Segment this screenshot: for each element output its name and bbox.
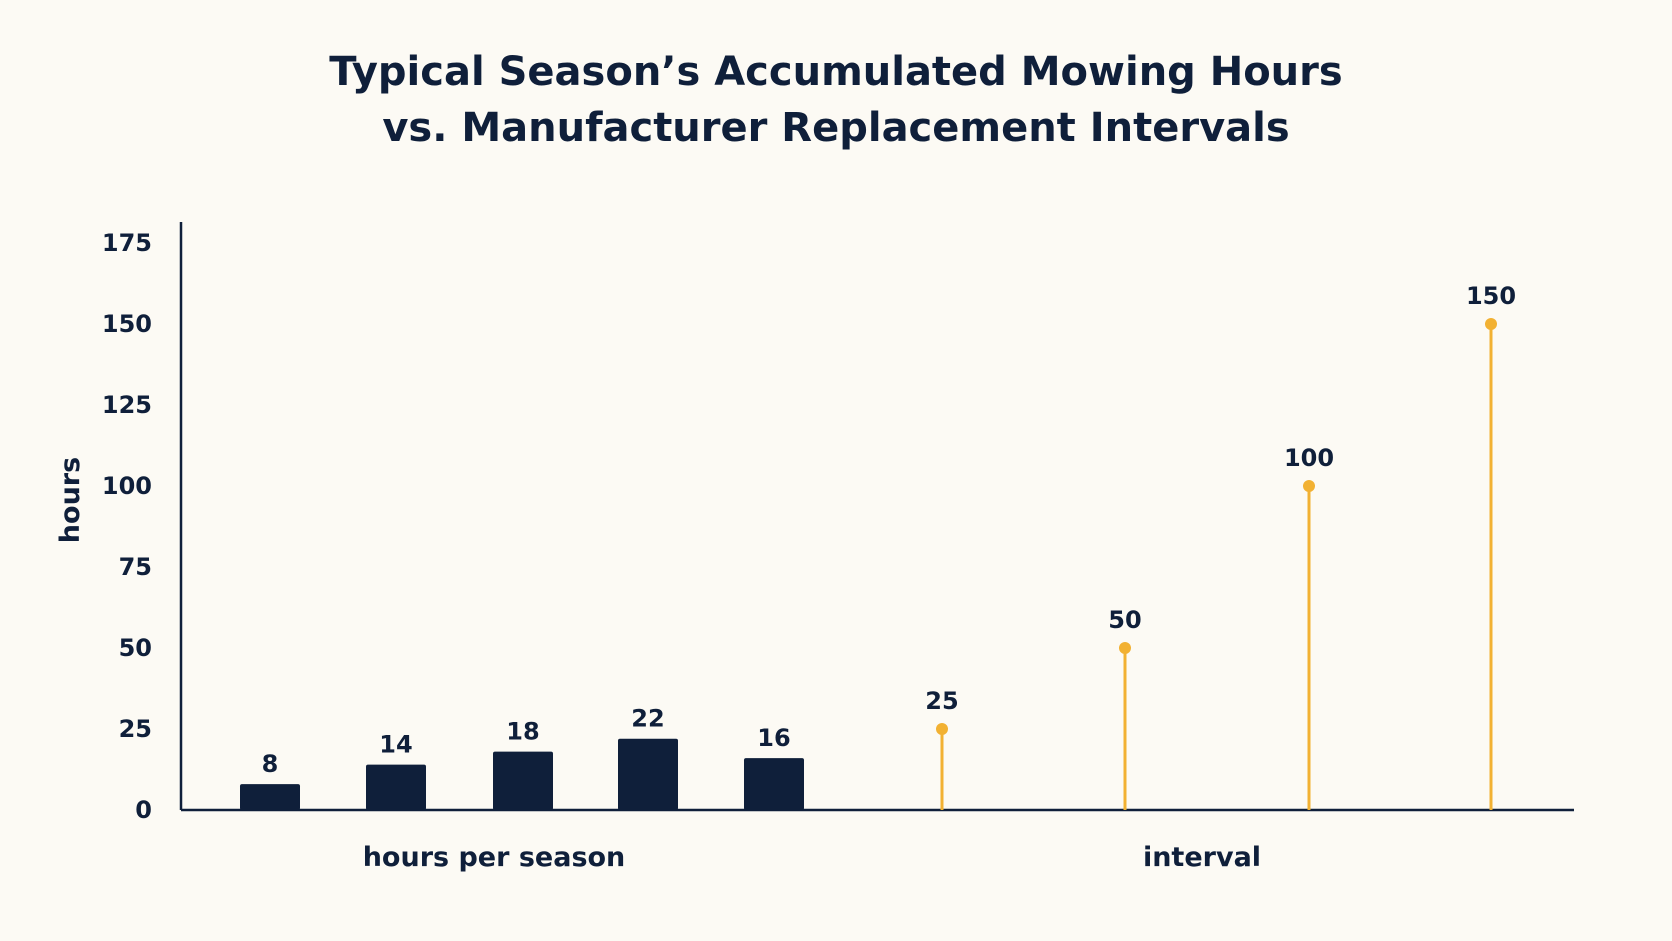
interval-point <box>936 723 948 735</box>
bar-value-label: 22 <box>631 705 664 733</box>
x-group-label: interval <box>1143 842 1261 873</box>
y-tick-label: 100 <box>102 472 152 500</box>
interval-point <box>1303 480 1315 492</box>
bar <box>240 784 300 810</box>
y-axis-title: hours <box>55 457 86 543</box>
interval-point <box>1119 642 1131 654</box>
y-tick-label: 50 <box>119 634 152 662</box>
chart-title: Typical Season’s Accumulated Mowing Hour… <box>0 44 1672 156</box>
interval-value-label: 25 <box>925 687 958 715</box>
y-tick-label: 150 <box>102 310 152 338</box>
bar-value-label: 16 <box>757 724 790 752</box>
y-tick-label: 75 <box>119 553 152 581</box>
y-tick-label: 125 <box>102 391 152 419</box>
y-tick-label: 175 <box>102 229 152 257</box>
bar <box>493 751 553 810</box>
bar <box>366 764 426 810</box>
chart-title-line-1: Typical Season’s Accumulated Mowing Hour… <box>329 49 1343 95</box>
interval-value-label: 50 <box>1108 606 1141 634</box>
bar-value-label: 8 <box>262 750 279 778</box>
chart-title-line-2: vs. Manufacturer Replacement Intervals <box>382 105 1290 151</box>
bar-value-label: 14 <box>379 731 412 759</box>
bar <box>618 738 678 810</box>
bar-value-label: 18 <box>506 718 539 746</box>
interval-value-label: 100 <box>1284 444 1334 472</box>
interval-value-label: 150 <box>1466 282 1516 310</box>
y-tick-label: 0 <box>135 796 152 824</box>
interval-point <box>1485 318 1497 330</box>
y-tick-label: 25 <box>119 715 152 743</box>
x-group-label: hours per season <box>363 842 626 873</box>
bar <box>744 758 804 810</box>
